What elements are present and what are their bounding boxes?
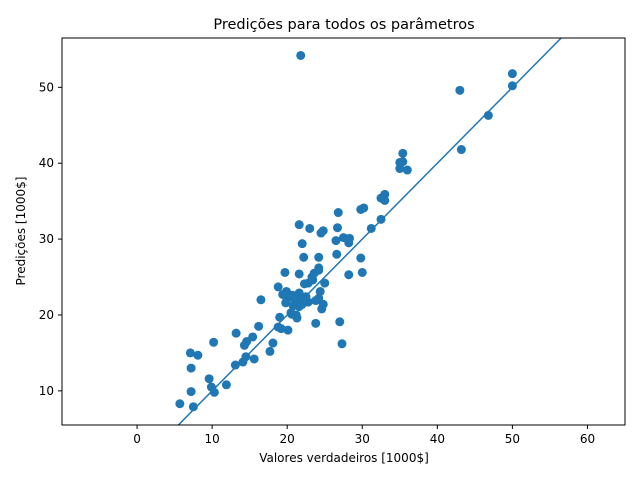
x-tick-label: 40 — [430, 432, 445, 446]
data-point — [186, 387, 196, 397]
x-tick-label: 10 — [204, 432, 219, 446]
x-tick-label: 30 — [355, 432, 370, 446]
data-point — [299, 252, 309, 262]
plot-area — [61, 37, 626, 426]
data-point — [265, 346, 275, 356]
data-point — [344, 270, 354, 280]
x-tick-label: 0 — [133, 432, 141, 446]
x-tick-label: 50 — [505, 432, 520, 446]
data-point — [292, 313, 302, 323]
data-point — [456, 145, 466, 155]
y-tick-label: 20 — [39, 308, 54, 322]
data-point — [315, 286, 325, 296]
data-point — [294, 220, 304, 230]
chart-title: Predições para todos os parâmetros — [213, 17, 474, 33]
data-point — [188, 402, 198, 412]
reference-line — [177, 38, 562, 425]
y-tick-label: 40 — [39, 156, 54, 170]
data-point — [231, 328, 241, 338]
data-point — [286, 308, 296, 318]
data-point — [305, 223, 315, 233]
data-point — [268, 338, 278, 348]
data-point — [209, 337, 219, 347]
data-point — [376, 193, 386, 203]
data-point — [254, 321, 264, 331]
data-point — [256, 295, 266, 305]
data-point — [332, 249, 342, 259]
data-point — [204, 374, 214, 384]
data-point — [281, 298, 291, 308]
data-point — [311, 296, 321, 306]
data-point — [344, 238, 354, 248]
data-point — [309, 268, 319, 278]
data-point — [366, 223, 376, 233]
x-axis-ticks: 0 10 20 30 40 50 60 — [133, 425, 595, 446]
data-point — [332, 223, 342, 233]
data-point — [357, 267, 367, 277]
data-point — [299, 279, 309, 289]
data-point — [296, 50, 306, 60]
data-point — [230, 360, 240, 370]
data-point — [186, 363, 196, 373]
data-point — [317, 304, 327, 314]
plot-frame — [61, 37, 626, 426]
data-point — [297, 239, 307, 249]
data-point — [238, 357, 248, 367]
data-point — [395, 157, 405, 167]
data-point — [242, 337, 252, 347]
data-point — [294, 269, 304, 279]
data-point — [294, 288, 304, 298]
data-point — [320, 278, 330, 288]
data-point — [333, 208, 343, 218]
data-point — [398, 148, 408, 158]
data-point — [335, 317, 345, 327]
data-point — [318, 226, 328, 236]
data-point — [331, 236, 341, 246]
y-axis-label: Predições [1000$] — [14, 177, 28, 286]
x-axis-label: Valores verdadeiros [1000$] — [259, 451, 429, 465]
data-point — [283, 325, 293, 335]
data-point — [185, 348, 195, 358]
data-point — [455, 85, 465, 95]
y-axis-ticks: 10 20 30 40 50 — [39, 80, 62, 398]
data-point — [276, 324, 286, 334]
data-point — [337, 339, 347, 349]
data-point — [402, 165, 412, 175]
data-point — [314, 252, 324, 262]
data-point — [507, 69, 517, 79]
data-point — [359, 203, 369, 213]
y-tick-label: 30 — [39, 232, 54, 246]
x-tick-label: 60 — [580, 432, 595, 446]
data-points — [175, 50, 517, 412]
x-tick-label: 20 — [280, 432, 295, 446]
data-point — [175, 399, 185, 409]
data-point — [193, 350, 203, 360]
data-point — [221, 380, 231, 390]
data-point — [278, 289, 288, 299]
data-point — [507, 81, 517, 91]
y-tick-label: 50 — [39, 80, 54, 94]
data-point — [273, 282, 283, 292]
data-point — [288, 301, 298, 311]
data-point — [356, 253, 366, 263]
y-tick-label: 10 — [39, 384, 54, 398]
data-point — [280, 267, 290, 277]
data-point — [249, 354, 259, 364]
data-point — [311, 318, 321, 328]
